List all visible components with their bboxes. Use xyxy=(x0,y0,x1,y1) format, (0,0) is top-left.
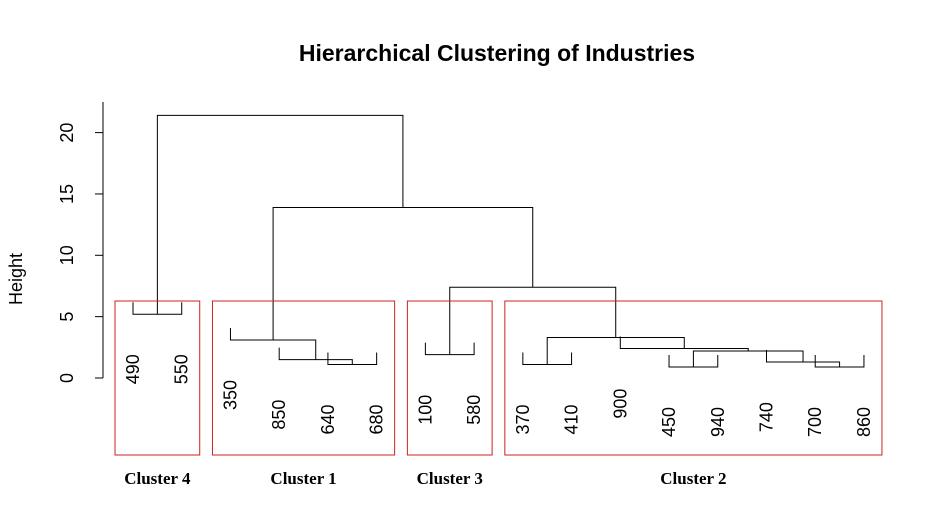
leaf-label: 350 xyxy=(220,380,240,410)
dendrogram-link xyxy=(546,337,685,365)
leaf-label: 550 xyxy=(172,354,192,384)
cluster-label: Cluster 1 xyxy=(270,469,336,488)
leaf-label: 370 xyxy=(513,405,533,435)
cluster-box xyxy=(504,300,883,456)
y-tick-label: 15 xyxy=(57,184,77,204)
leaf-label: 450 xyxy=(659,407,679,437)
y-tick-label: 20 xyxy=(57,123,77,143)
leaf-labels: 490 550 350 850 640 680 100 580 370 410 900 450 940 7… xyxy=(123,354,874,437)
leaf-label: 700 xyxy=(805,407,825,437)
dendrogram-links xyxy=(132,114,865,368)
cluster-box xyxy=(406,300,493,456)
leaf-label: 680 xyxy=(367,405,387,435)
leaf-label: 900 xyxy=(610,389,630,419)
leaf-label: 640 xyxy=(318,405,338,435)
leaf-label: 740 xyxy=(756,402,776,432)
leaf-label: 940 xyxy=(708,407,728,437)
cluster-label: Cluster 2 xyxy=(660,469,726,488)
leaf-label: 860 xyxy=(854,407,874,437)
dendrogram-link xyxy=(449,286,617,355)
cluster-label: Cluster 4 xyxy=(124,469,191,488)
cluster-boxes: Cluster 4 Cluster 1 Cluster 3 Cluster 2 xyxy=(114,300,883,488)
dendrogram-link xyxy=(692,350,804,367)
cluster-box xyxy=(114,300,201,456)
leaf-label: 580 xyxy=(464,395,484,425)
leaf-label: 850 xyxy=(269,400,289,430)
y-tick-label: 5 xyxy=(57,312,77,322)
dendrogram-link xyxy=(272,206,534,340)
dendrogram-link xyxy=(156,114,404,315)
cluster-label: Cluster 3 xyxy=(417,469,483,488)
y-axis-label: Height xyxy=(6,253,26,305)
y-tick-label: 0 xyxy=(57,373,77,383)
leaf-label: 490 xyxy=(123,354,143,384)
leaf-label: 100 xyxy=(415,395,435,425)
chart-title: Hierarchical Clustering of Industries xyxy=(299,40,695,66)
y-ticks: 0 5 10 15 20 xyxy=(57,123,103,383)
leaf-label: 410 xyxy=(562,405,582,435)
cluster-box xyxy=(211,300,396,456)
y-tick-label: 10 xyxy=(57,245,77,265)
